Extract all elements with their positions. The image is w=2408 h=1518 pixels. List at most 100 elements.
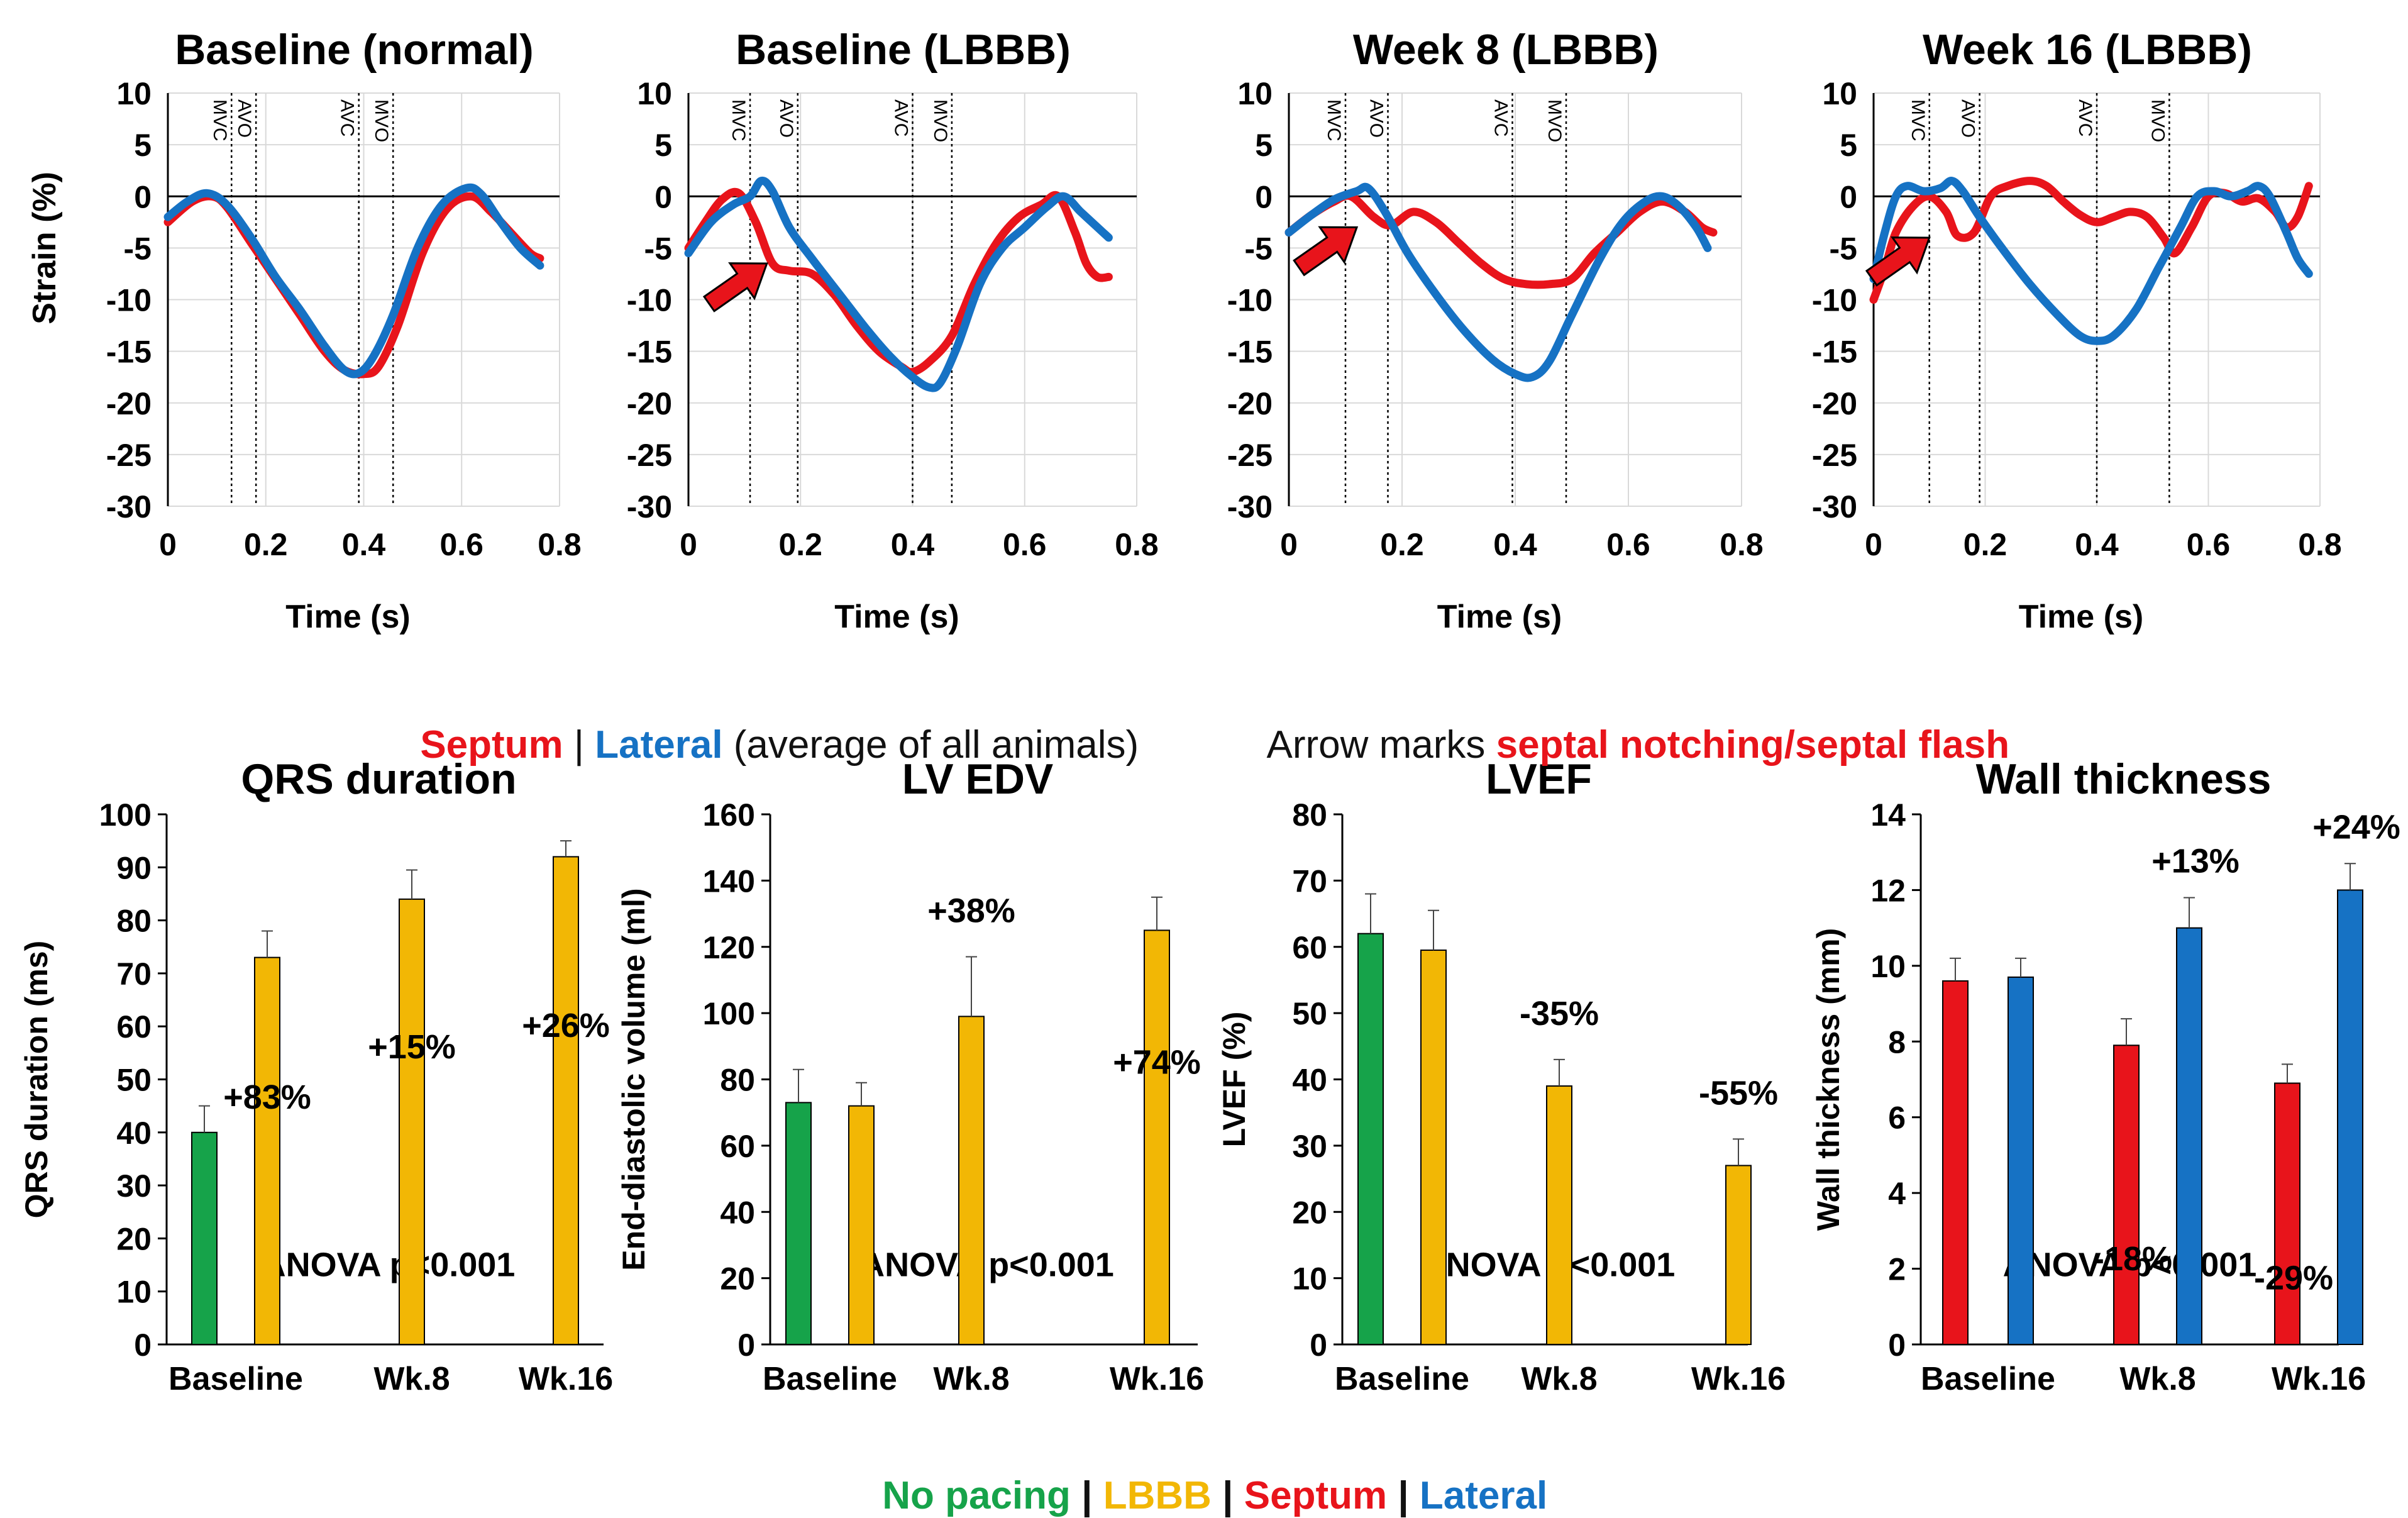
chart-title: Week 16 (LBBB) [1923,26,2252,74]
y-tick-label: 80 [1292,797,1327,833]
y-tick-label: -15 [1812,335,1857,370]
y-tick-label: 60 [720,1129,755,1164]
bar [1144,929,1170,1345]
legend-separator: | [1070,1474,1103,1517]
data-label: -18% [2093,1240,2172,1278]
y-tick-label: 10 [637,76,672,111]
y-tick-label: 10 [1292,1261,1327,1297]
y-tick-label: 0 [1255,179,1273,214]
y-tick-label: 5 [1840,128,1857,163]
bar [2274,1082,2300,1346]
y-tick-label: -10 [1227,283,1273,318]
bar [254,956,280,1345]
y-tick-label: 14 [1870,797,1906,833]
event-label: AVO [1366,99,1387,138]
y-tick-label: 10 [1822,76,1857,111]
legend-septum: Septum [1244,1474,1388,1517]
y-tick-label: 20 [1292,1195,1327,1230]
category-label: Wk.16 [1691,1361,1786,1397]
x-tick-label: 0.6 [1606,527,1650,562]
category-label: Wk.8 [373,1361,450,1397]
category-label: Wk.8 [933,1361,1009,1397]
y-tick-label: 120 [703,930,755,965]
series-line-lateral [163,183,544,379]
y-tick-label: 10 [116,76,152,111]
series-line-lateral [1284,182,1712,382]
chart-title: LV EDV [902,755,1054,803]
y-tick-label: 50 [116,1063,152,1098]
anova-annotation: ANOVA p<0.001 [860,1246,1114,1284]
bar [2176,927,2202,1345]
bar [553,856,579,1345]
x-tick-label: 0.2 [1380,527,1424,562]
data-label: -35% [1520,995,1599,1033]
legend-lbbb: LBBB [1103,1474,1212,1517]
x-tick-label: 0.4 [2075,527,2119,562]
series-line-lateral [684,176,1113,392]
x-tick-label: 0.8 [1720,527,1764,562]
event-label: AVO [234,99,255,138]
y-tick-label: 60 [1292,930,1327,965]
x-tick-label: 0 [1280,527,1298,562]
data-label: +13% [2151,842,2240,880]
y-tick-label: 0 [1310,1327,1327,1363]
category-label: Baseline [1921,1361,2055,1397]
bar-legend: No pacing | LBBB | Septum | Lateral [0,1429,2408,1518]
bar-chart-4: 14 12 10 8 6 4 2 0 Wall thickness Wall thickness … [1811,755,2400,1397]
legend-arrow-highlight: septal notching/septal flash [1496,723,2010,767]
bar [785,1102,812,1345]
y-tick-label: 30 [116,1168,152,1204]
category-label: Wk.8 [2119,1361,2195,1397]
y-tick-label: 10 [1237,76,1273,111]
y-tick-label: 80 [720,1063,755,1098]
y-tick-label: -20 [1227,386,1273,421]
legend-lateral: Lateral [595,723,723,767]
bar [2113,1044,2140,1345]
y-tick-label: 8 [1888,1024,1906,1060]
y-axis-label: LVEF (%) [1217,1012,1252,1148]
y-tick-label: 40 [1292,1063,1327,1098]
chart-title: Wall thickness [1976,755,2272,803]
y-tick-label: 60 [116,1009,152,1044]
category-label: Baseline [1335,1361,1469,1397]
x-axis-label: Time (s) [2019,599,2143,635]
chart-title: QRS duration [241,755,516,803]
x-axis-label: Time (s) [285,599,410,635]
x-tick-label: 0.4 [891,527,935,562]
event-label: MVO [2147,99,2168,142]
y-tick-label: 5 [1255,128,1273,163]
chart-title: Week 8 (LBBB) [1353,26,1659,74]
y-tick-label: 20 [116,1221,152,1256]
x-tick-label: 0.2 [244,527,288,562]
event-label: AVO [1958,99,1979,138]
y-axis-label: Strain (%) [26,172,63,324]
category-label: Baseline [168,1361,303,1397]
legend-separator: | [563,723,595,767]
anova-annotation: ANOVA p<0.001 [262,1246,516,1284]
bar [1357,933,1384,1346]
data-label: +15% [368,1028,456,1066]
event-label: AVC [337,99,358,136]
y-tick-label: 140 [703,863,755,899]
bar [399,898,425,1345]
septal-arrow [1293,226,1359,277]
x-axis-label: Time (s) [834,599,959,635]
y-axis-label: QRS duration (ms) [19,941,54,1219]
y-tick-label: 100 [703,996,755,1031]
legend-septum: Septum [420,723,563,767]
chart-title: Baseline (normal) [175,26,534,74]
y-tick-label: 2 [1888,1252,1906,1287]
y-tick-label: -25 [627,438,672,473]
y-tick-label: 10 [116,1275,152,1310]
y-axis-label: End-diastolic volume (ml) [616,888,651,1270]
septal-arrow [1865,236,1931,287]
event-label: AVC [891,99,912,136]
x-tick-label: 0.4 [1493,527,1537,562]
y-tick-label: -30 [1227,489,1273,524]
y-tick-label: -30 [1812,489,1857,524]
x-tick-label: 0.2 [1963,527,2008,562]
y-tick-label: 40 [116,1116,152,1151]
bar [958,1016,985,1346]
y-tick-label: 0 [134,1327,152,1363]
